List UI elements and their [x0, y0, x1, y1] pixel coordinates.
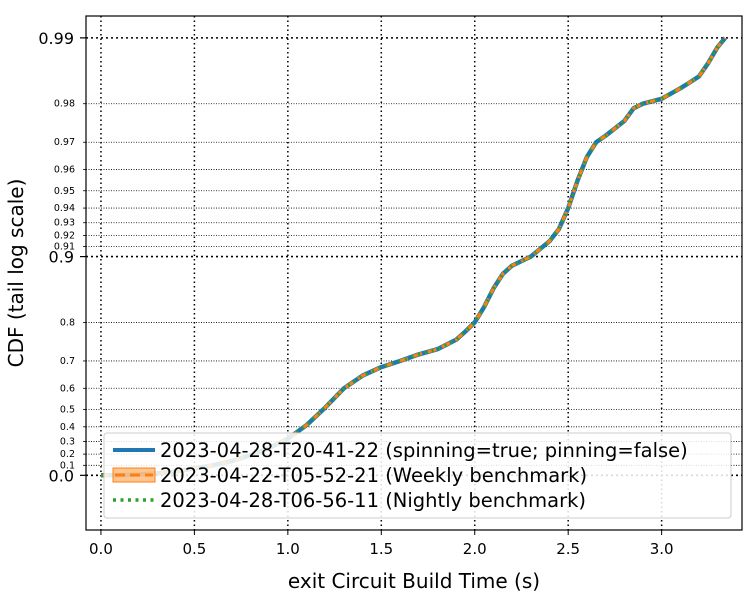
tick-labels: 0.0 0.5 1.0 1.5 2.0 2.5 3.0 0.10.2 0.3 0.4 0.5 0.6 0… — [38, 29, 673, 558]
legend: 2023-04-28-T20-41-22 (spinning=true; pin… — [103, 432, 732, 519]
legend-entry-label: 2023-04-22-T05-52-21 (Weekly benchmark) — [160, 464, 587, 487]
y-minor-tick-label: 0.91 — [54, 242, 75, 253]
y-minor-tick-label: 0.8 — [60, 317, 75, 328]
y-minor-tick-label: 0.6 — [60, 383, 75, 394]
legend-entry-label: 2023-04-28-T20-41-22 (spinning=true; pin… — [160, 439, 688, 462]
y-minor-tick-label: 0.98 — [54, 99, 75, 110]
plot-frame — [85, 15, 743, 531]
axes — [80, 15, 743, 535]
x-tick-label: 2.5 — [556, 540, 580, 558]
y-axis-label: CDF (tail log scale) — [4, 179, 28, 368]
y-minor-tick-label: 0.95 — [54, 186, 75, 197]
y-major-tick-label: 0.99 — [38, 29, 74, 48]
x-tick-label: 0.5 — [182, 540, 206, 558]
y-minor-tick-label: 0.3 — [60, 436, 75, 447]
legend-box — [103, 432, 732, 519]
y-minor-tick-label: 0.96 — [54, 165, 75, 176]
y-major-tick-label: 0.0 — [49, 466, 74, 485]
x-tick-label: 2.0 — [463, 540, 487, 558]
y-minor-tick-label: 0.5 — [60, 404, 75, 415]
x-tick-label: 0.0 — [89, 540, 113, 558]
y-minor-tick-label: 0.2 — [60, 449, 75, 460]
legend-entry-label: 2023-04-28-T06-56-11 (Nightly benchmark) — [160, 489, 586, 512]
y-minor-tick-label: 0.94 — [54, 203, 75, 214]
y-major-tick-label: 0.9 — [49, 248, 74, 267]
x-tick-label: 1.5 — [369, 540, 393, 558]
y-minor-tick-label: 0.97 — [54, 137, 75, 148]
x-tick-label: 3.0 — [650, 540, 674, 558]
y-minor-tick-label: 0.7 — [60, 356, 75, 367]
y-minor-tick-label: 0.4 — [60, 422, 75, 433]
y-minor-tick-label: 0.93 — [54, 218, 75, 229]
y-minor-tick-label: 0.92 — [54, 230, 75, 241]
x-axis-label: exit Circuit Build Time (s) — [288, 569, 540, 593]
x-tick-label: 1.0 — [276, 540, 300, 558]
y-minor-tick-label: 0.1 — [60, 460, 75, 471]
